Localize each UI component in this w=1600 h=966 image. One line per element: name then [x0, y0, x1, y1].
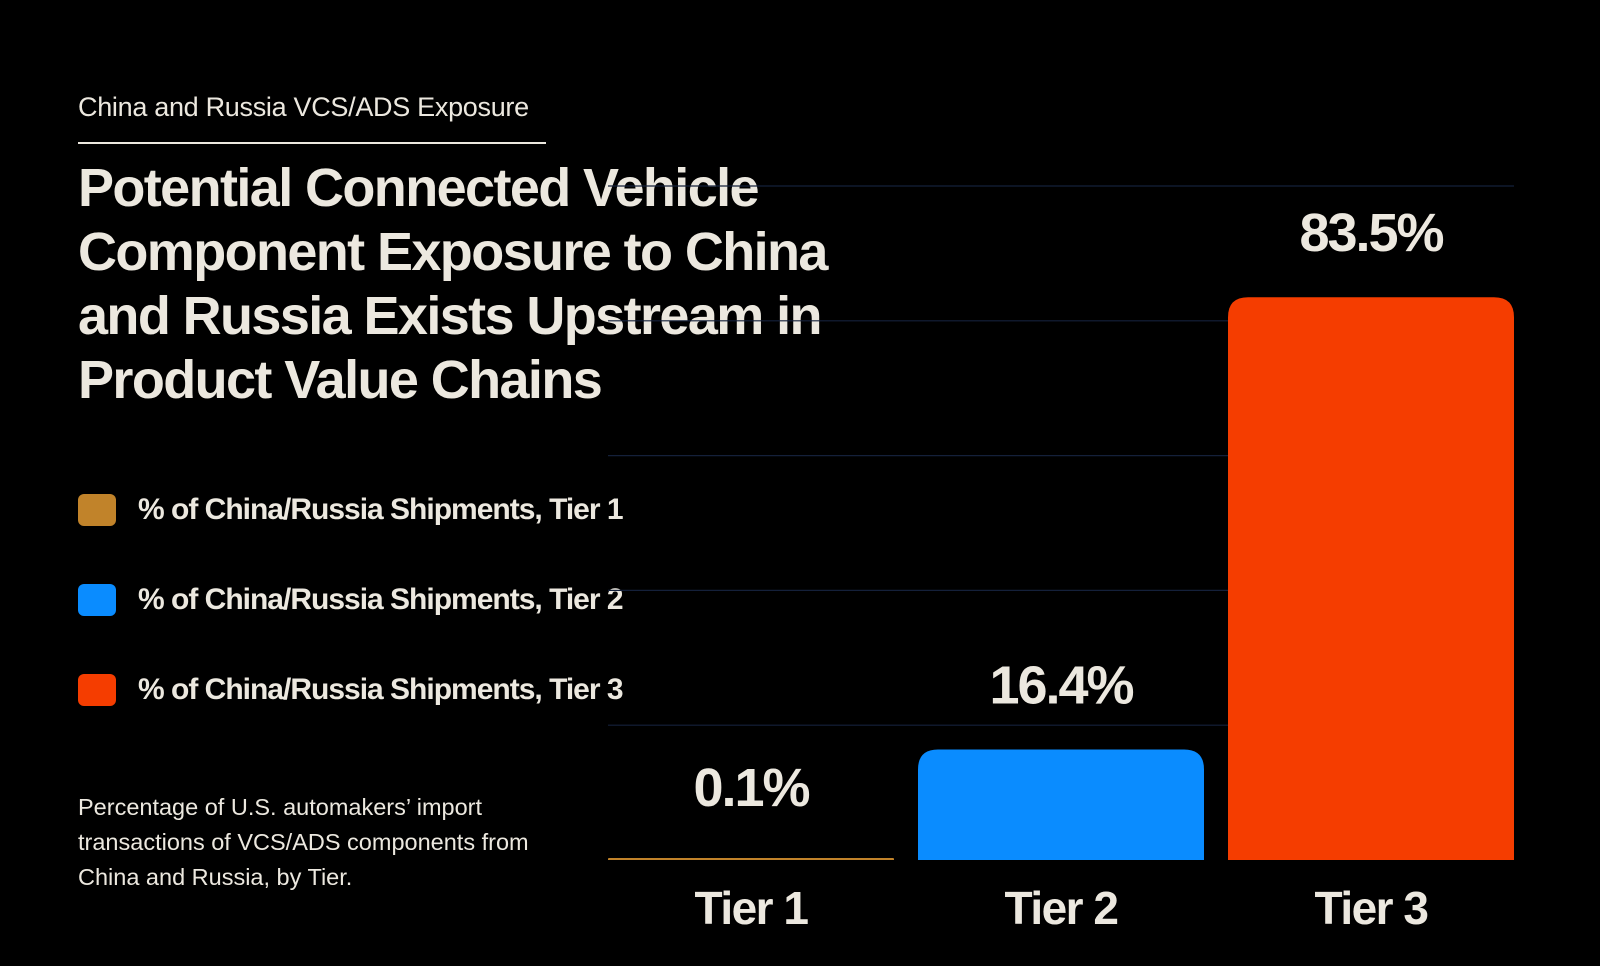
legend-label-tier-1: % of China/Russia Shipments, Tier 1	[138, 493, 624, 526]
legend-label-tier-2: % of China/Russia Shipments, Tier 2	[138, 583, 624, 616]
bar-tier-3	[1228, 297, 1514, 861]
x-tick-label-tier-3: Tier 3	[1315, 882, 1428, 934]
x-tick-label-tier-1: Tier 1	[695, 882, 809, 934]
legend-swatch-tier-2	[78, 584, 116, 616]
legend-item-tier-2: % of China/Russia Shipments, Tier 2	[78, 582, 698, 618]
value-label-tier-3: 83.5%	[1299, 203, 1443, 263]
eyebrow-divider	[78, 142, 546, 144]
x-tick-label-tier-2: Tier 2	[1005, 882, 1118, 934]
value-label-tier-2: 16.4%	[989, 655, 1133, 715]
chart-title: Potential Connected Vehicle Component Ex…	[78, 158, 828, 410]
legend-label-tier-3: % of China/Russia Shipments, Tier 3	[138, 673, 624, 706]
chart-note: Percentage of U.S. automakers’ import tr…	[78, 794, 529, 890]
legend-swatch-tier-3	[78, 674, 116, 706]
bar-tier-2	[918, 749, 1204, 860]
legend: % of China/Russia Shipments, Tier 1 % of…	[78, 492, 698, 762]
bar-tier-1	[608, 858, 894, 860]
value-label-tier-1: 0.1%	[693, 758, 809, 818]
legend-item-tier-3: % of China/Russia Shipments, Tier 3	[78, 672, 698, 708]
legend-item-tier-1: % of China/Russia Shipments, Tier 1	[78, 492, 698, 528]
chart-eyebrow: China and Russia VCS/ADS Exposure	[78, 92, 529, 122]
legend-swatch-tier-1	[78, 494, 116, 526]
